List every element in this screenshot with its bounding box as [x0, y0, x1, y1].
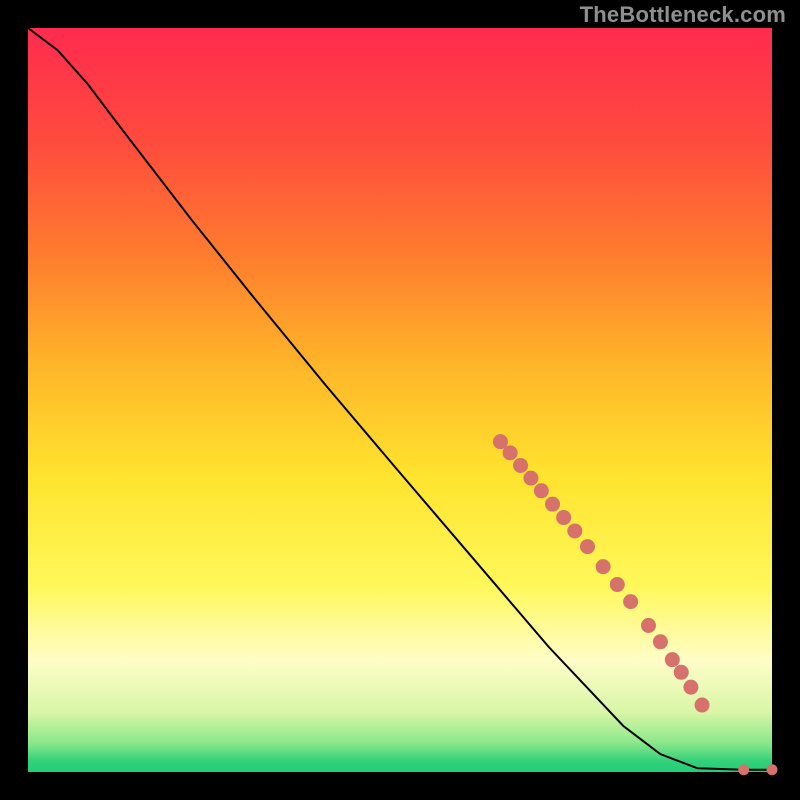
data-point: [683, 680, 698, 695]
data-point: [665, 652, 680, 667]
data-point: [610, 577, 625, 592]
chart-canvas: TheBottleneck.com: [0, 0, 800, 800]
data-point: [580, 539, 595, 554]
data-point: [596, 559, 611, 574]
tail-marker-1: [767, 764, 778, 775]
data-point: [513, 458, 528, 473]
data-point: [534, 483, 549, 498]
data-point: [653, 634, 668, 649]
data-point: [641, 618, 656, 633]
tail-marker-0: [738, 764, 749, 775]
data-point: [623, 594, 638, 609]
chart-svg: [0, 0, 800, 800]
data-point: [674, 665, 689, 680]
plot-background: [28, 28, 772, 772]
watermark-text: TheBottleneck.com: [580, 2, 786, 28]
data-point: [545, 497, 560, 512]
data-point: [695, 698, 710, 713]
data-point: [556, 510, 571, 525]
data-point: [567, 523, 582, 538]
data-point: [523, 471, 538, 486]
data-point: [503, 445, 518, 460]
